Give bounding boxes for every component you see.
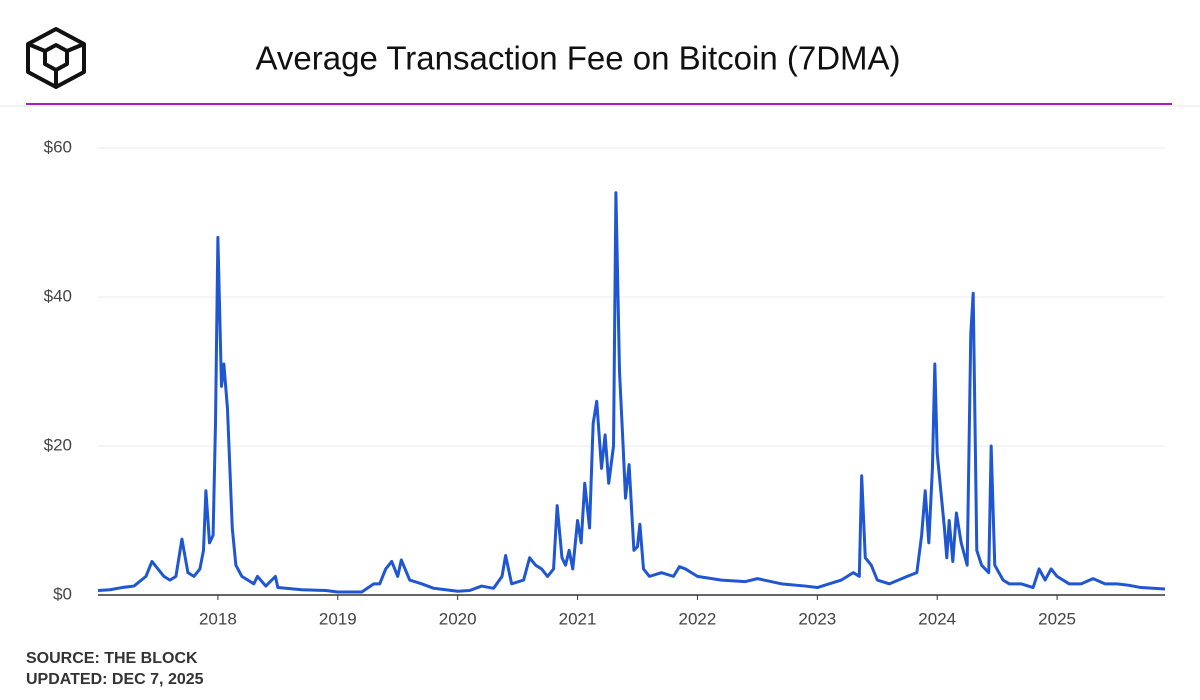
source: SOURCE: THE BLOCK — [26, 650, 198, 667]
y-tick-label: $40 — [44, 286, 72, 305]
line-series — [97, 191, 1166, 594]
x-tick-label: 2025 — [1038, 609, 1076, 628]
x-tick-label: 2023 — [798, 609, 836, 628]
chart-title: Average Transaction Fee on Bitcoin (7DMA… — [255, 40, 900, 77]
x-tick-label: 2022 — [679, 609, 717, 628]
y-tick-label: $60 — [44, 137, 72, 156]
logo — [26, 27, 86, 89]
updated: UPDATED: DEC 7, 2025 — [26, 671, 204, 688]
x-tick-label: 2019 — [319, 609, 357, 628]
x-tick-label: 2020 — [439, 609, 477, 628]
y-tick-label: $20 — [44, 435, 72, 454]
x-tick-label: 2018 — [199, 609, 237, 628]
y-tick-label: $0 — [53, 584, 72, 603]
x-tick-label: 2021 — [559, 609, 597, 628]
x-tick-label: 2024 — [918, 609, 956, 628]
